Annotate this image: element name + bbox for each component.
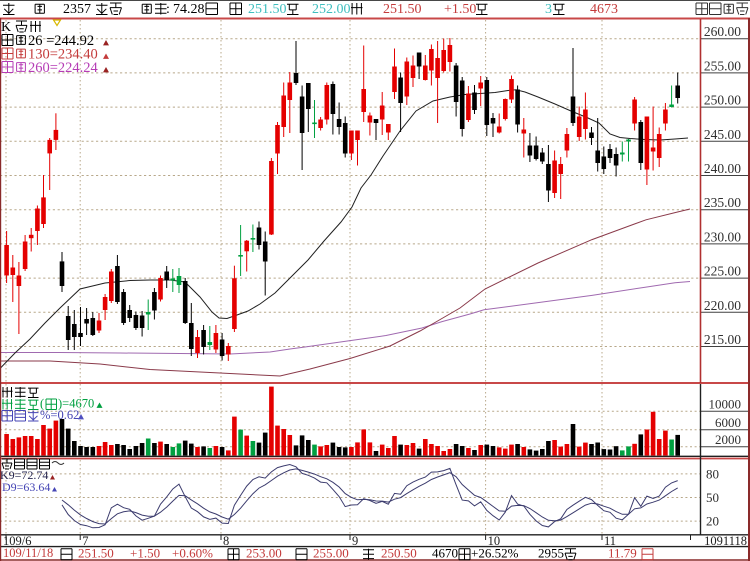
svg-text:251.50: 251.50 [78, 546, 114, 561]
svg-text:250.00: 250.00 [704, 93, 741, 108]
svg-text:260=224.24: 260=224.24 [28, 60, 99, 76]
svg-text:4673: 4673 [590, 2, 618, 17]
svg-text:235.00: 235.00 [704, 195, 741, 210]
svg-text:255.00: 255.00 [313, 546, 349, 561]
svg-text:K: K [1, 20, 11, 35]
svg-text:255.00: 255.00 [704, 58, 741, 73]
svg-text:245.00: 245.00 [704, 127, 741, 142]
svg-text:11.79: 11.79 [608, 546, 637, 561]
svg-text:9: 9 [352, 534, 358, 548]
svg-text:8: 8 [223, 534, 229, 548]
svg-text:10000: 10000 [709, 397, 742, 412]
svg-text:109/11/18: 109/11/18 [3, 546, 53, 560]
svg-text:)=4670: )=4670 [58, 397, 94, 411]
svg-text:4670: 4670 [432, 546, 458, 561]
svg-text:252.00: 252.00 [312, 2, 351, 17]
svg-text:251.50: 251.50 [383, 2, 422, 17]
svg-text:80: 80 [706, 466, 719, 481]
svg-text:2357: 2357 [63, 2, 91, 17]
svg-text:+0.60%: +0.60% [172, 546, 213, 561]
svg-text:+1.50: +1.50 [130, 546, 160, 561]
svg-text:109/6: 109/6 [3, 534, 31, 548]
svg-text:220.00: 220.00 [704, 298, 741, 313]
svg-text:20: 20 [706, 514, 719, 529]
svg-text:10: 10 [488, 534, 501, 548]
svg-text:7: 7 [82, 534, 88, 548]
svg-text:(: ( [40, 397, 44, 411]
svg-text:251.50: 251.50 [248, 2, 287, 17]
svg-text:240.00: 240.00 [704, 161, 741, 176]
svg-text:50: 50 [706, 490, 719, 505]
svg-text:6000: 6000 [715, 415, 741, 430]
svg-text:250.50: 250.50 [381, 546, 417, 561]
svg-text:K9=72.74: K9=72.74 [0, 468, 48, 482]
svg-text:230.00: 230.00 [704, 229, 741, 244]
svg-text:225.00: 225.00 [704, 264, 741, 279]
svg-text:2000: 2000 [715, 432, 741, 447]
svg-text:2955: 2955 [538, 546, 564, 561]
svg-text:260.00: 260.00 [704, 24, 741, 39]
svg-text:+26.52%: +26.52% [471, 546, 519, 561]
svg-text:215.00: 215.00 [704, 332, 741, 347]
svg-text::: : [166, 2, 170, 17]
svg-text:+1.50: +1.50 [444, 2, 476, 17]
svg-text:D9=63.64: D9=63.64 [2, 480, 50, 494]
svg-text:1091118: 1091118 [704, 534, 747, 548]
svg-text:11: 11 [604, 534, 616, 548]
svg-text:%=0.62: %=0.62 [40, 408, 79, 422]
svg-text:26 =244.92: 26 =244.92 [28, 33, 94, 49]
svg-text:3: 3 [545, 2, 552, 17]
svg-text:130=234.40: 130=234.40 [28, 47, 98, 63]
svg-text:74.28: 74.28 [173, 2, 205, 17]
svg-text:253.00: 253.00 [246, 546, 282, 561]
